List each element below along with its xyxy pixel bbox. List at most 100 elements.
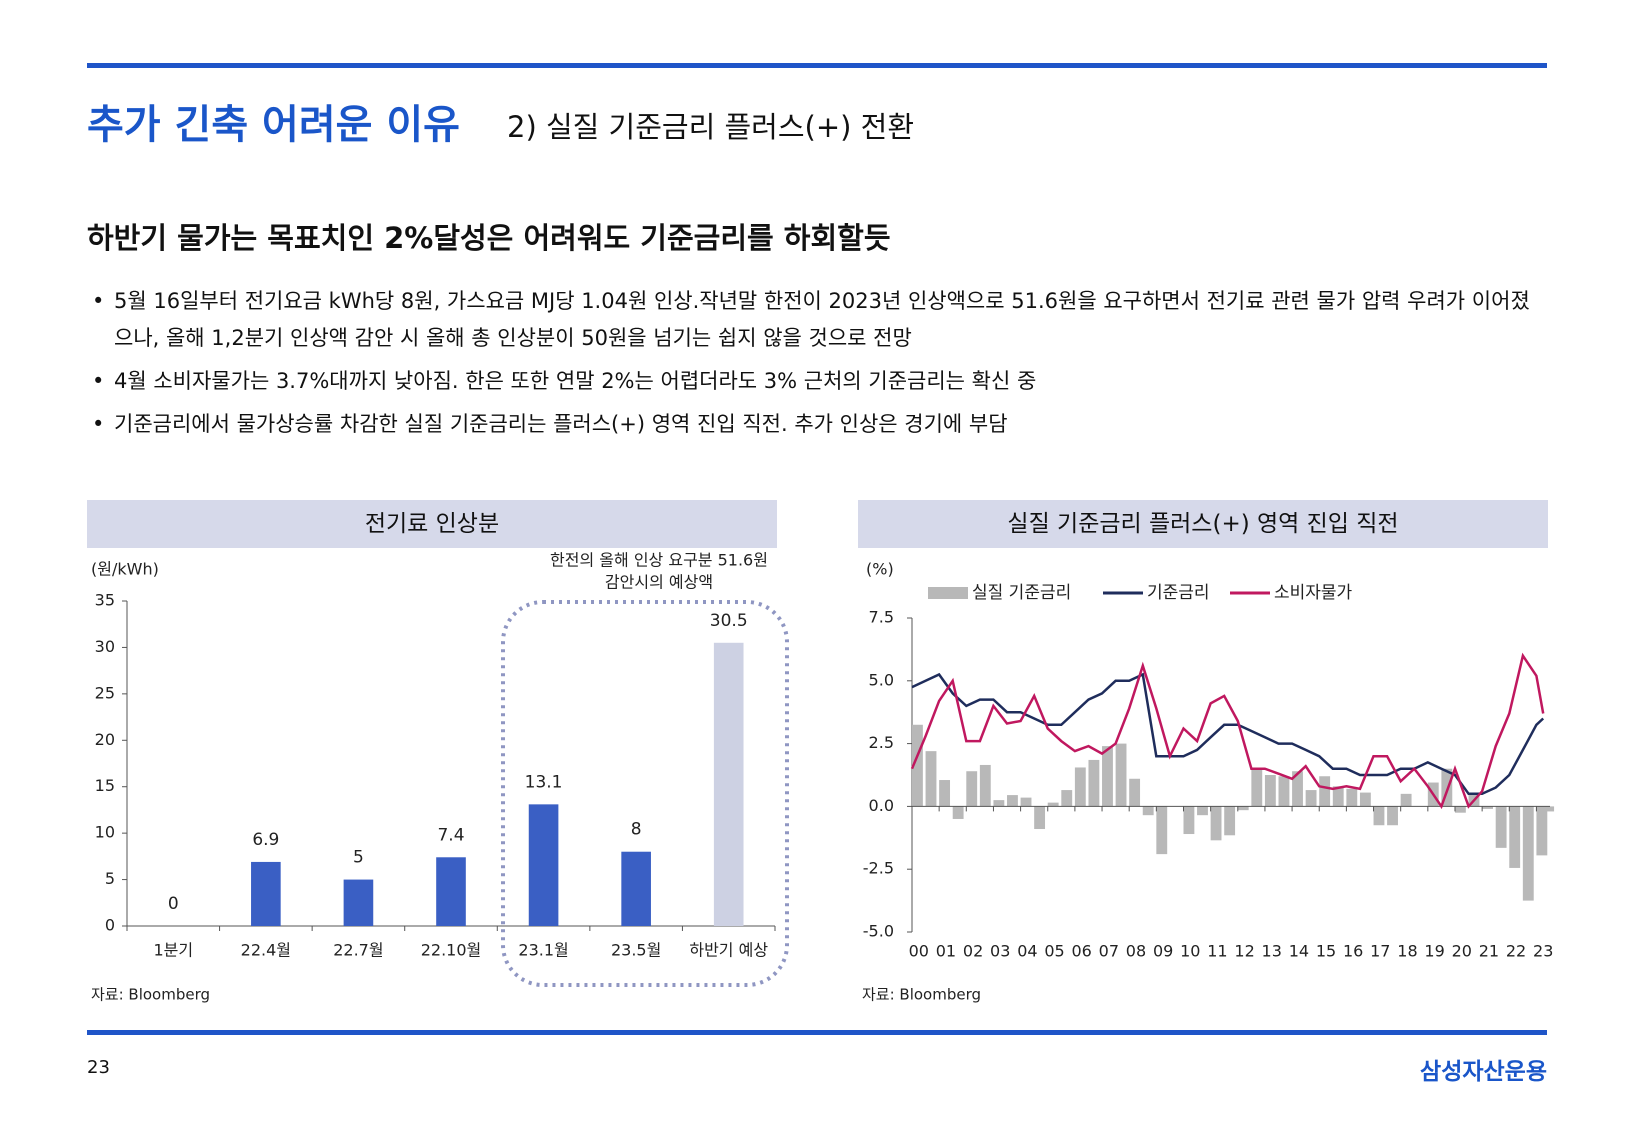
legend-label: 실질 기준금리 [972, 583, 1071, 603]
source: 자료: Bloomberg [91, 986, 210, 1004]
legend-swatch [928, 587, 968, 599]
x-tick-label: 16 [1343, 942, 1363, 961]
value-label: 5 [353, 848, 364, 868]
y-tick-label: 15 [95, 776, 115, 795]
bar [436, 857, 466, 926]
y-tick-label: 5.0 [869, 670, 894, 689]
real-rate-bar [1522, 806, 1534, 901]
real-rate-bar [966, 771, 978, 807]
x-tick-label: 05 [1044, 942, 1064, 961]
bar [528, 804, 559, 926]
top-rule [87, 63, 1547, 68]
real-rate-bar [1400, 793, 1412, 807]
x-tick-label: 23 [1533, 942, 1553, 961]
real-rate-bar [1359, 792, 1371, 807]
real-rate-bar [1373, 806, 1385, 826]
y-tick-label: 10 [95, 823, 115, 842]
bullet-list: 5월 16일부터 전기요금 kWh당 8원, 가스요금 MJ당 1.04원 인상… [92, 283, 1542, 449]
bar [251, 861, 281, 926]
real-rate-bar [1156, 806, 1168, 855]
y-tick-label: -2.5 [863, 859, 894, 878]
real-rate-bar [1237, 806, 1249, 811]
real-rate-bar [1332, 786, 1344, 807]
real-rate-bar [1102, 746, 1113, 807]
value-label: 8 [631, 820, 642, 840]
subtitle: 2) 실질 기준금리 플러스(+) 전환 [507, 110, 915, 144]
y-tick-label: 7.5 [869, 608, 894, 627]
real-rate-bar [1305, 790, 1317, 807]
real-rate-bar [1007, 795, 1018, 807]
x-tick-label: 09 [1153, 942, 1173, 961]
x-tick-label: 15 [1316, 942, 1336, 961]
real-rate-bar [1197, 806, 1208, 816]
value-label: 6.9 [252, 830, 279, 850]
legend-label: 기준금리 [1147, 583, 1210, 603]
y-tick-label: -5.0 [863, 922, 894, 941]
real-rate-bar [1495, 806, 1507, 848]
y-axis-label: (원/kWh) [91, 560, 159, 579]
real-rate-bar [1278, 776, 1290, 807]
bar [713, 642, 744, 926]
title: 추가 긴축 어려운 이유 [87, 102, 460, 148]
x-tick-label: 12 [1234, 942, 1254, 961]
real-rate-bar [979, 764, 991, 807]
value-label: 30.5 [710, 611, 748, 631]
panel-title: 전기료 인상분 [87, 500, 777, 548]
x-tick-label: 22.7월 [333, 941, 383, 960]
real-rate-bar [1129, 778, 1141, 807]
x-tick-label: 19 [1424, 942, 1444, 961]
real-rate-bar [1482, 806, 1493, 809]
real-rate-bar [939, 780, 951, 807]
bar [621, 851, 651, 926]
source: 자료: Bloomberg [862, 986, 981, 1004]
x-tick-label: 17 [1370, 942, 1390, 961]
x-tick-label: 22.10월 [421, 941, 482, 960]
real-rate-bar [1047, 802, 1059, 807]
value-label: 13.1 [525, 772, 563, 792]
x-tick-label: 01 [936, 942, 956, 961]
x-tick-label: 10 [1180, 942, 1200, 961]
real-rate-bar [1115, 743, 1127, 807]
x-tick-label: 14 [1289, 942, 1309, 961]
bar-chart: (원/kWh) 한전의 올해 인상 요구분 51.6원 감안시의 예상액 자료:… [91, 551, 789, 1004]
real-rate-bar [1034, 806, 1046, 830]
real-rate-bar [993, 800, 1005, 807]
real-rate-bar [925, 751, 937, 807]
x-tick-label: 23.5월 [611, 941, 661, 960]
real-rate-bar [1387, 806, 1398, 826]
real-rate-bar [1020, 797, 1032, 807]
real-rate-bar [1142, 806, 1154, 816]
x-tick-label: 21 [1479, 942, 1499, 961]
real-rate-bar [1264, 775, 1276, 807]
x-tick-label: 08 [1126, 942, 1146, 961]
annotation: 감안시의 예상액 [605, 573, 713, 592]
y-tick-label: 35 [95, 591, 115, 610]
bar [343, 879, 374, 926]
real-rate-bar [1224, 806, 1236, 836]
x-tick-label: 22.4월 [241, 941, 291, 960]
y-tick-label: 30 [95, 637, 115, 656]
real-rate-bar [1319, 776, 1331, 807]
y-tick-label: 2.5 [869, 733, 894, 752]
x-tick-label: 03 [990, 942, 1010, 961]
highlight-box [501, 600, 789, 987]
x-tick-label: 18 [1397, 942, 1417, 961]
panel-title: 실질 기준금리 플러스(+) 영역 진입 직전 [858, 500, 1548, 548]
annotation: 한전의 올해 인상 요구분 51.6원 [550, 551, 768, 570]
x-tick-label: 1분기 [153, 941, 193, 960]
x-tick-label: 07 [1099, 942, 1119, 961]
x-tick-label: 11 [1207, 942, 1227, 961]
real-rate-bar [1292, 771, 1303, 807]
x-tick-label: 하반기 예상 [689, 941, 768, 960]
x-tick-label: 13 [1262, 942, 1282, 961]
bottom-rule [87, 1030, 1547, 1035]
x-tick-label: 00 [909, 942, 929, 961]
legend-label: 소비자물가 [1274, 583, 1353, 603]
real-rate-bar [1509, 806, 1521, 868]
bullet: 4월 소비자물가는 3.7%대까지 낮아짐. 한은 또한 연말 2%는 어렵더라… [92, 363, 1542, 400]
x-tick-label: 06 [1072, 942, 1092, 961]
x-tick-label: 20 [1452, 942, 1472, 961]
x-tick-label: 23.1월 [518, 941, 568, 960]
brand: 삼성자산운용 [1420, 1059, 1547, 1085]
real-rate-bar [1346, 788, 1358, 807]
